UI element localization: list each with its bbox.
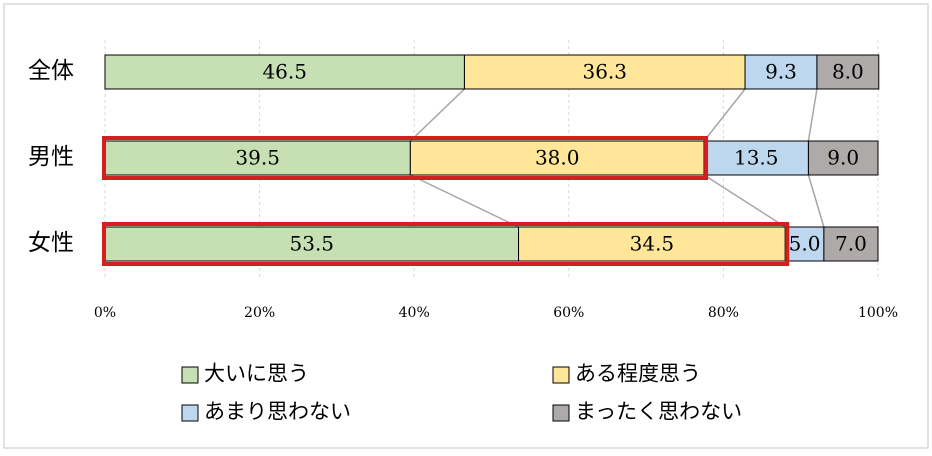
x-tick-label: 80% [708,305,739,321]
highlight-box [102,222,790,266]
connector-line [703,88,746,142]
data-label: 46.5 [262,60,307,84]
x-tick-label: 20% [244,305,275,321]
legend-label: あまり思わない [204,400,351,424]
legend-swatch [552,404,570,422]
bar-segment [104,226,520,262]
data-label: 9.3 [765,60,797,84]
data-label: 34.5 [630,232,675,256]
bar-segment [807,140,879,176]
data-label: 5.0 [789,232,821,256]
bar-segment [816,54,880,90]
data-label: 38.0 [535,146,580,170]
connector-line [807,88,818,142]
legend-label: まったく思わない [575,400,742,424]
legend-swatch [181,366,199,384]
data-label: 9.0 [827,146,859,170]
bar-segment [703,140,809,176]
data-label: 8.0 [832,60,864,84]
bar-segment [518,226,786,262]
legend-label: 大いに思う [204,362,309,386]
data-label: 13.5 [734,146,779,170]
connector-line [409,88,465,142]
legend-swatch [181,404,199,422]
data-label: 53.5 [290,232,335,256]
connector-line [807,174,825,228]
bar-segment [104,54,465,90]
data-label: 36.3 [582,60,627,84]
category-label: 女性 [28,230,74,256]
highlight-box [102,136,709,180]
legend-swatch [552,366,570,384]
bar-segment [409,140,705,176]
category-label: 全体 [28,58,74,84]
x-tick-label: 0% [94,305,116,321]
x-tick-label: 100% [858,305,898,321]
category-label: 男性 [28,144,74,170]
connector-line [703,174,786,228]
bar-segment [744,54,818,90]
legend-label: ある程度思う [575,362,701,386]
connector-line [410,174,519,228]
x-tick-label: 60% [553,305,584,321]
x-tick-label: 40% [399,305,430,321]
data-label: 39.5 [235,146,280,170]
bar-segment [823,226,879,262]
bar-segment [463,54,746,90]
data-label: 7.0 [835,232,867,256]
